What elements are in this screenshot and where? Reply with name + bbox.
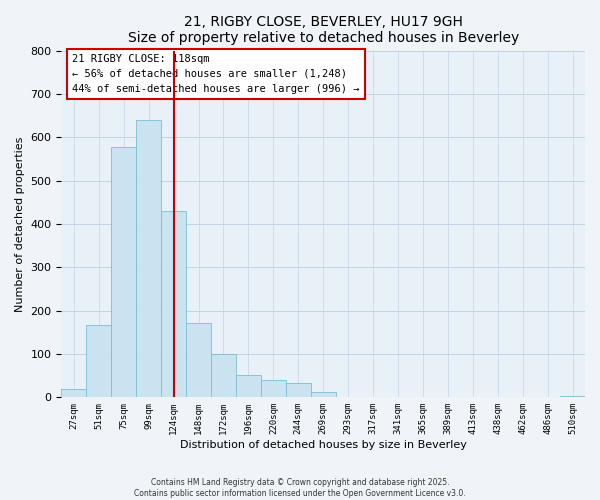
Bar [211,354,236,398]
Text: 21 RIGBY CLOSE: 118sqm
← 56% of detached houses are smaller (1,248)
44% of semi-: 21 RIGBY CLOSE: 118sqm ← 56% of detached… [72,54,359,94]
Bar [236,375,261,398]
Text: Contains HM Land Registry data © Crown copyright and database right 2025.
Contai: Contains HM Land Registry data © Crown c… [134,478,466,498]
Bar [111,147,136,398]
Y-axis label: Number of detached properties: Number of detached properties [15,136,25,312]
Bar [61,388,86,398]
Bar [286,383,311,398]
X-axis label: Distribution of detached houses by size in Beverley: Distribution of detached houses by size … [180,440,467,450]
Bar [261,380,286,398]
Bar [161,211,186,398]
Bar [136,120,161,398]
Bar [186,323,211,398]
Title: 21, RIGBY CLOSE, BEVERLEY, HU17 9GH
Size of property relative to detached houses: 21, RIGBY CLOSE, BEVERLEY, HU17 9GH Size… [128,15,519,45]
Bar [86,324,111,398]
Bar [311,392,335,398]
Bar [560,396,585,398]
